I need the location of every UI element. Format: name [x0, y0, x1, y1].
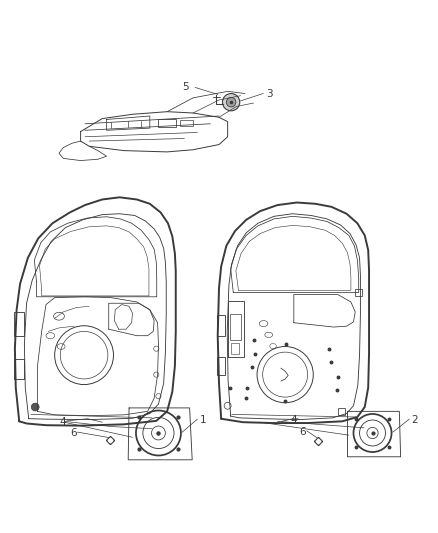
Text: 2: 2	[411, 415, 418, 425]
Bar	[217, 357, 226, 375]
Bar	[159, 119, 176, 127]
Bar	[217, 315, 226, 336]
Bar	[14, 359, 24, 379]
Text: 4: 4	[59, 417, 66, 427]
Text: 6: 6	[70, 428, 77, 438]
Bar	[338, 408, 345, 415]
Text: 3: 3	[267, 88, 273, 99]
Text: 4: 4	[290, 415, 297, 425]
Circle shape	[226, 98, 236, 107]
Text: 5: 5	[182, 82, 189, 92]
Circle shape	[32, 403, 39, 411]
Bar	[180, 120, 193, 126]
Bar	[230, 314, 240, 340]
Bar	[355, 289, 362, 296]
Circle shape	[223, 93, 240, 111]
Bar	[231, 343, 239, 354]
Text: 6: 6	[299, 427, 306, 437]
Text: 1: 1	[200, 415, 206, 425]
Bar	[14, 312, 24, 336]
